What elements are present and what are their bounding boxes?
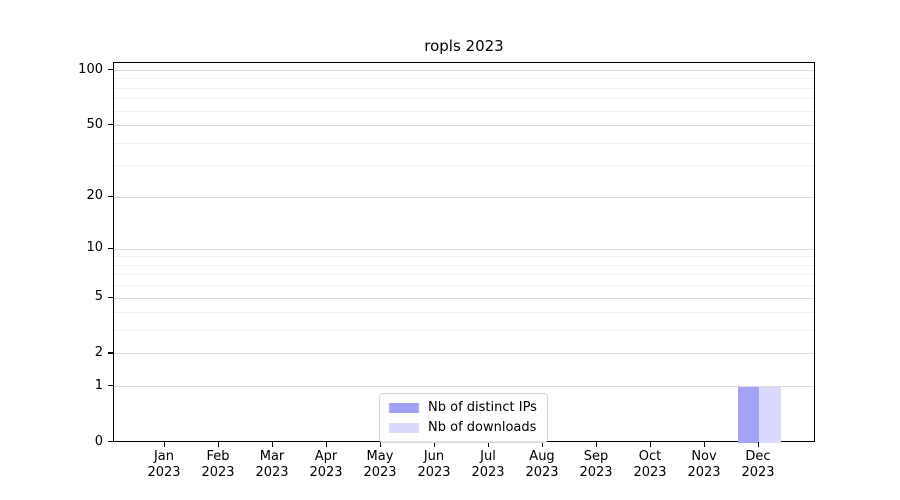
y-tick-mark-2 bbox=[108, 352, 113, 354]
legend-box: Nb of distinct IPs Nb of downloads bbox=[379, 393, 548, 443]
plot-area: Nb of distinct IPs Nb of downloads bbox=[113, 62, 815, 443]
gridline-60 bbox=[114, 110, 814, 112]
gridline-3 bbox=[114, 330, 814, 332]
x-tick-label-may: May 2023 bbox=[363, 449, 397, 480]
legend-item-downloads: Nb of downloads bbox=[389, 420, 537, 436]
gridline-5 bbox=[114, 297, 814, 299]
x-tick-mark-aug bbox=[541, 442, 543, 447]
x-tick-mark-oct bbox=[649, 442, 651, 447]
y-tick-label-100: 100 bbox=[78, 61, 103, 77]
gridline-7 bbox=[114, 274, 814, 276]
gridline-90 bbox=[114, 78, 814, 80]
chart-title: ropls 2023 bbox=[424, 37, 504, 55]
x-tick-mark-jul bbox=[487, 442, 489, 447]
y-tick-label-5: 5 bbox=[94, 289, 103, 305]
x-tick-label-aug: Aug 2023 bbox=[525, 449, 559, 480]
gridline-1 bbox=[114, 386, 814, 388]
bar-dec-distinct-ips bbox=[737, 387, 759, 443]
y-tick-label-1: 1 bbox=[94, 377, 103, 393]
gridline-80 bbox=[114, 87, 814, 89]
x-tick-label-apr: Apr 2023 bbox=[309, 449, 343, 480]
x-tick-label-jan: Jan 2023 bbox=[147, 449, 181, 480]
gridline-50 bbox=[114, 125, 814, 127]
y-tick-mark-10 bbox=[108, 247, 113, 249]
y-tick-label-2: 2 bbox=[94, 344, 103, 360]
x-tick-label-sep: Sep 2023 bbox=[579, 449, 613, 480]
x-tick-mark-feb bbox=[217, 442, 219, 447]
y-tick-mark-5 bbox=[108, 296, 113, 298]
legend-swatch-downloads bbox=[389, 423, 419, 433]
gridline-9 bbox=[114, 256, 814, 258]
gridline-2 bbox=[114, 353, 814, 355]
gridline-30 bbox=[114, 165, 814, 167]
gridline-8 bbox=[114, 264, 814, 266]
x-tick-label-mar: Mar 2023 bbox=[255, 449, 289, 480]
x-tick-label-oct: Oct 2023 bbox=[633, 449, 667, 480]
y-tick-label-50: 50 bbox=[86, 116, 103, 132]
x-tick-mark-jun bbox=[433, 442, 435, 447]
gridline-4 bbox=[114, 312, 814, 314]
gridline-6 bbox=[114, 285, 814, 287]
x-tick-label-dec: Dec 2023 bbox=[741, 449, 775, 480]
y-tick-label-20: 20 bbox=[86, 188, 103, 204]
gridline-10 bbox=[114, 248, 814, 250]
x-tick-label-jul: Jul 2023 bbox=[471, 449, 505, 480]
y-tick-label-0: 0 bbox=[94, 433, 103, 449]
gridline-70 bbox=[114, 98, 814, 100]
x-tick-mark-apr bbox=[325, 442, 327, 447]
bar-dec-downloads bbox=[759, 387, 781, 443]
gridline-20 bbox=[114, 196, 814, 198]
gridline-100 bbox=[114, 70, 814, 71]
x-tick-label-nov: Nov 2023 bbox=[687, 449, 721, 480]
legend-label-downloads: Nb of downloads bbox=[428, 420, 537, 435]
y-tick-mark-1 bbox=[108, 385, 113, 387]
y-tick-mark-100 bbox=[108, 69, 113, 71]
x-tick-mark-jan bbox=[163, 442, 165, 447]
gridline-40 bbox=[114, 142, 814, 144]
y-tick-mark-20 bbox=[108, 195, 113, 197]
x-tick-mark-dec bbox=[757, 442, 759, 447]
x-tick-label-feb: Feb 2023 bbox=[201, 449, 235, 480]
y-tick-mark-50 bbox=[108, 124, 113, 126]
x-tick-label-jun: Jun 2023 bbox=[417, 449, 451, 480]
legend-item-distinct-ips: Nb of distinct IPs bbox=[389, 400, 537, 416]
x-tick-mark-mar bbox=[271, 442, 273, 447]
y-tick-mark-0 bbox=[108, 441, 113, 443]
x-tick-mark-may bbox=[379, 442, 381, 447]
x-tick-mark-nov bbox=[703, 442, 705, 447]
legend-label-distinct-ips: Nb of distinct IPs bbox=[428, 400, 537, 415]
y-tick-label-10: 10 bbox=[86, 240, 103, 256]
legend-swatch-distinct-ips bbox=[389, 403, 419, 413]
x-tick-mark-sep bbox=[595, 442, 597, 447]
